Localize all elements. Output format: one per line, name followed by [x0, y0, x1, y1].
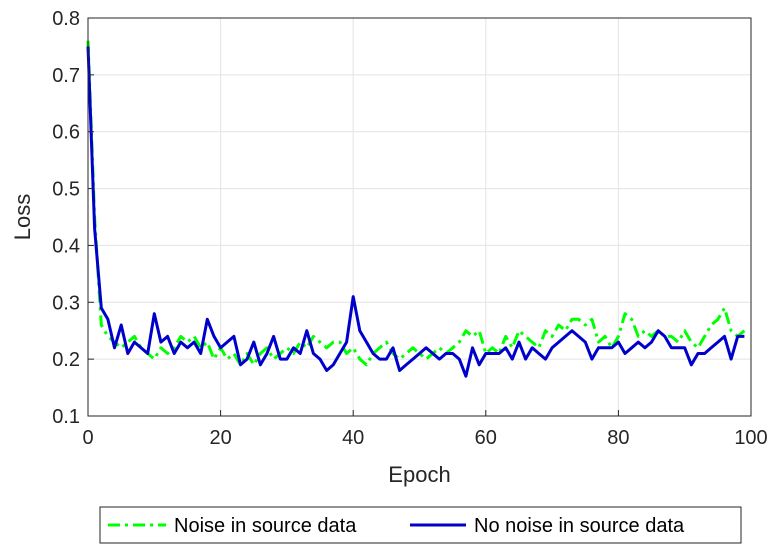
y-tick-label: 0.4	[52, 235, 80, 257]
x-tick-label: 80	[607, 427, 629, 449]
y-tick-label: 0.5	[52, 179, 80, 201]
plot-frame	[87, 17, 752, 417]
x-tick-label: 0	[82, 427, 93, 449]
series-line-0	[86, 40, 746, 367]
y-tick-label: 0.8	[52, 8, 80, 30]
legend: Noise in source data No noise in source …	[99, 506, 742, 544]
y-tick-label: 0.1	[52, 406, 80, 428]
legend-label-noise: Noise in source data	[174, 515, 357, 537]
y-tick-label: 0.7	[52, 65, 80, 87]
x-tick-label: 20	[209, 427, 231, 449]
series-1	[86, 46, 745, 378]
x-tick-label: 100	[734, 427, 767, 449]
x-tick-label: 60	[475, 427, 497, 449]
series-0	[86, 40, 746, 367]
series-line-1	[86, 46, 745, 378]
y-tick-label: 0.3	[52, 292, 80, 314]
x-axis-label: Epoch	[388, 462, 450, 487]
grid	[87, 17, 752, 417]
y-tick-label: 0.6	[52, 122, 80, 144]
y-tick-label: 0.2	[52, 349, 80, 371]
legend-label-no-noise: No noise in source data	[474, 515, 685, 537]
ticks: 0 20 40 60 80 100 0.1 0.2 0.3 0.4 0.5 0.6 0.7 0.8	[52, 8, 768, 449]
y-axis-label: Loss	[10, 194, 35, 240]
series-layer	[86, 40, 746, 378]
x-tick-label: 40	[342, 427, 364, 449]
